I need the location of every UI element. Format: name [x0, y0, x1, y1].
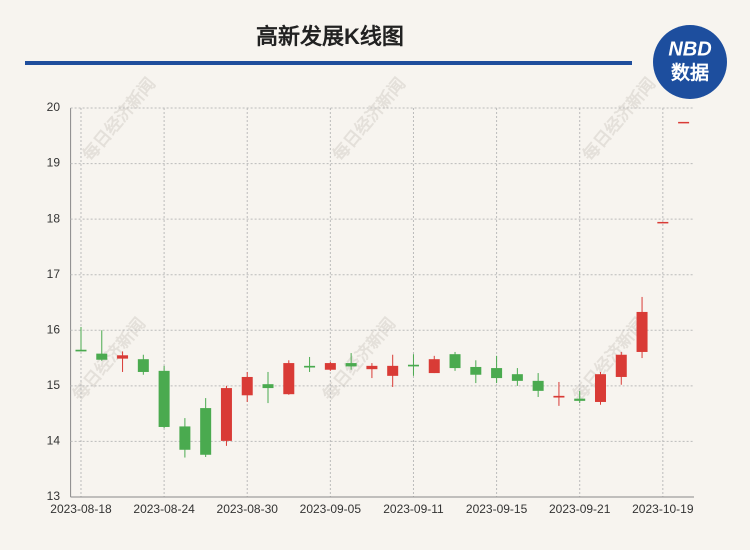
- candle-body: [137, 359, 149, 372]
- logo-brand: NBD: [668, 38, 711, 60]
- candle-body: [428, 359, 440, 374]
- y-tick-label: 13: [47, 489, 61, 503]
- candle-body: [262, 384, 274, 389]
- candle-body: [594, 374, 606, 402]
- chart-title: 高新发展K线图: [256, 24, 404, 49]
- candle-body: [200, 408, 212, 455]
- candle-body: [407, 364, 419, 367]
- y-tick-label: 18: [47, 211, 61, 225]
- x-tick-label: 2023-08-24: [133, 502, 195, 516]
- candle-body: [491, 368, 503, 379]
- candle-body: [158, 370, 170, 427]
- y-tick-label: 14: [47, 434, 61, 448]
- logo-circle: [653, 25, 727, 99]
- x-tick-label: 2023-09-15: [466, 502, 528, 516]
- candle-body: [241, 376, 253, 396]
- candle-body: [511, 374, 523, 381]
- candle-body: [283, 363, 295, 395]
- y-tick-label: 15: [47, 378, 61, 392]
- x-tick-label: 2023-09-21: [549, 502, 611, 516]
- y-tick-label: 17: [47, 267, 61, 281]
- candle-body: [615, 354, 627, 377]
- candle-body: [657, 221, 669, 224]
- y-tick-label: 19: [47, 156, 61, 170]
- candle-body: [304, 365, 316, 368]
- x-tick-label: 2023-10-19: [632, 502, 694, 516]
- candle-body: [220, 388, 232, 441]
- x-tick-label: 2023-09-05: [300, 502, 362, 516]
- candle-body: [449, 354, 461, 369]
- candle-body: [96, 353, 108, 360]
- candle-body: [366, 365, 378, 370]
- candle-body: [179, 426, 191, 450]
- logo-subtitle: 数据: [671, 61, 709, 84]
- candle-body: [387, 365, 399, 376]
- candle-body: [117, 355, 129, 359]
- candle-body: [75, 349, 87, 352]
- candle-body: [345, 363, 357, 367]
- x-tick-label: 2023-09-11: [383, 502, 444, 516]
- candle-body: [636, 311, 648, 352]
- title-rule: [25, 61, 632, 65]
- candle-body: [532, 380, 544, 391]
- y-tick-label: 20: [47, 100, 61, 114]
- candle-body: [574, 398, 586, 401]
- candle-body: [553, 395, 565, 398]
- plot: 13 14 15 16 17 18 19 20 2023-08-18 2023-08-24 2023…: [47, 100, 694, 516]
- candle-body: [324, 363, 336, 370]
- y-tick-label: 16: [47, 322, 61, 336]
- candle-body: [678, 121, 690, 124]
- candle-body: [470, 366, 482, 375]
- x-tick-label: 2023-08-30: [217, 502, 279, 516]
- x-tick-label: 2023-08-18: [50, 502, 112, 516]
